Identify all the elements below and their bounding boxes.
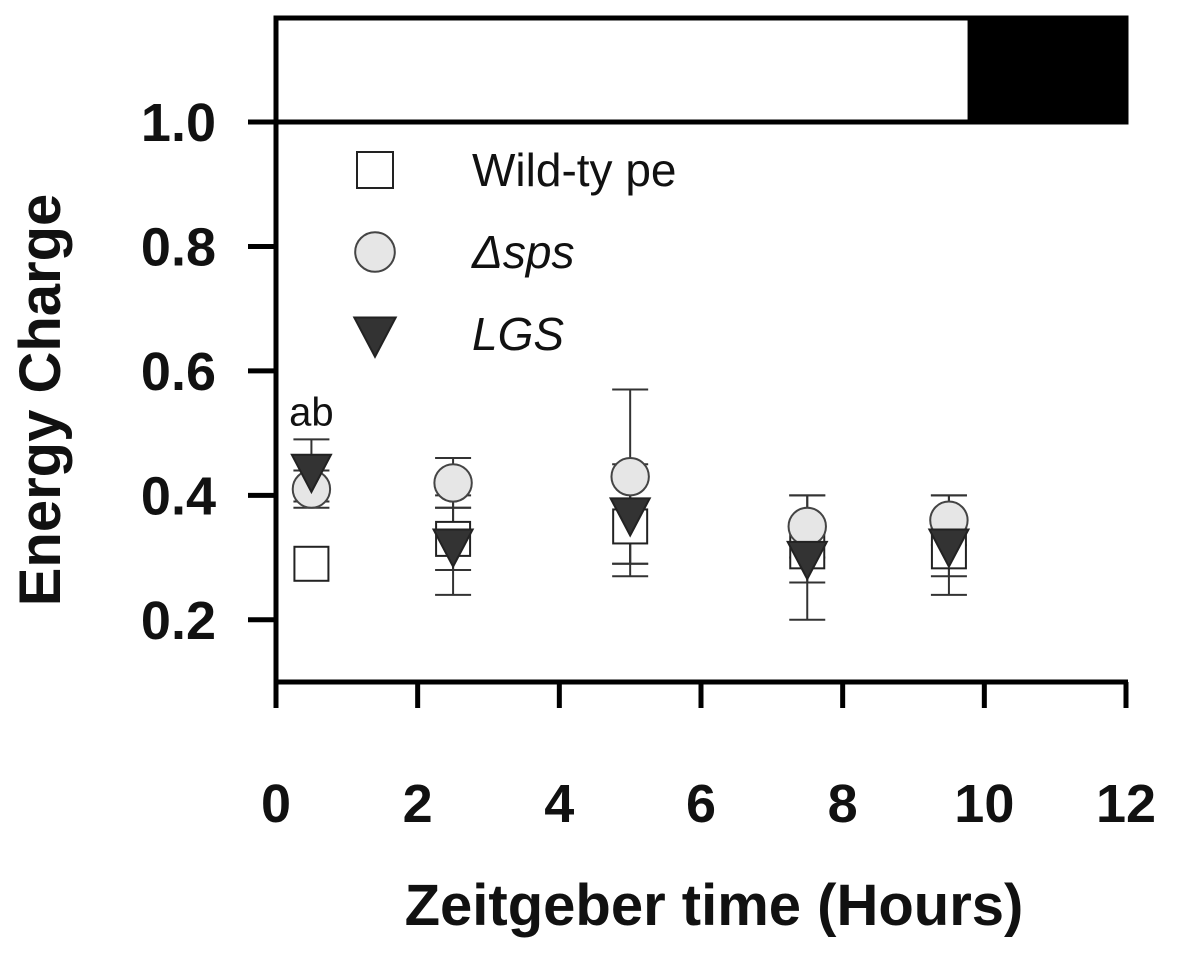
x-axis-title: Zeitgeber time (Hours) <box>405 873 1024 938</box>
x-tick-label: 10 <box>954 774 1014 834</box>
x-tick-label: 6 <box>686 774 716 834</box>
y-tick-label: 1.0 <box>141 93 216 153</box>
data-point-triangle-down <box>927 528 971 569</box>
y-tick-label: 0.2 <box>141 591 216 651</box>
data-point-circle <box>787 506 827 547</box>
dark-period-bar <box>967 15 1129 125</box>
x-tick-label: 4 <box>544 774 574 834</box>
x-tick-label: 8 <box>828 774 858 834</box>
photoperiod-bar <box>273 15 1129 125</box>
y-tick-label: 0.8 <box>141 217 216 277</box>
light-period-bar <box>273 15 973 125</box>
y-tick-label: 0.6 <box>141 342 216 402</box>
significance-annotation: ab <box>289 390 334 434</box>
legend-marker-square <box>356 151 394 189</box>
x-tick-label: 0 <box>261 774 291 834</box>
legend-marker-circle <box>354 231 396 273</box>
legend-label-triangle-down: LGS <box>472 308 564 360</box>
axes <box>248 119 1129 708</box>
legend-marker-triangle-down <box>352 316 398 359</box>
data-point-triangle-down <box>431 528 475 569</box>
tick-labels: 0 2 4 6 8 10 12 0.2 0.4 0.6 0.8 1.0 <box>141 93 1156 834</box>
data-points <box>290 453 971 582</box>
data-point-circle <box>610 456 650 497</box>
legend: Wild-ty pe Δsps LGS <box>352 144 676 360</box>
data-point-triangle-down <box>608 497 652 538</box>
y-tick-label: 0.4 <box>141 466 216 526</box>
legend-label-square: Wild-ty pe <box>472 144 676 196</box>
data-point-triangle-down <box>290 453 333 495</box>
data-point-triangle-down <box>786 540 829 582</box>
x-tick-label: 12 <box>1096 774 1156 834</box>
data-point-circle <box>433 463 473 503</box>
y-axis-title: Energy Charge <box>8 194 73 607</box>
data-point-square <box>293 545 330 582</box>
annotations: ab <box>289 390 334 434</box>
legend-label-circle: Δsps <box>471 226 574 278</box>
x-tick-label: 2 <box>403 774 433 834</box>
